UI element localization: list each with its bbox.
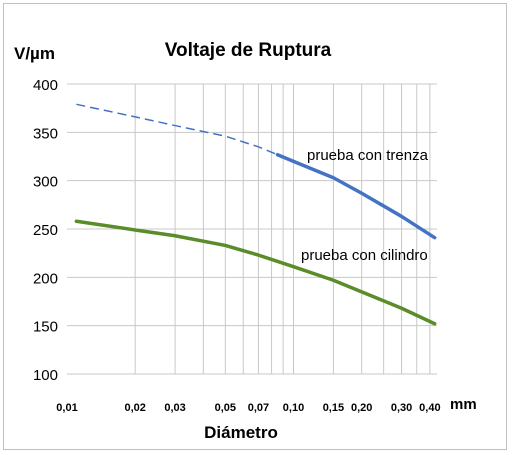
x-axis-unit: mm xyxy=(450,396,477,413)
x-tick-label: 0,05 xyxy=(215,402,236,414)
series-line-1 xyxy=(74,219,437,326)
x-tick-label: 0,40 xyxy=(419,402,440,414)
chart-title: Voltaje de Ruptura xyxy=(165,40,332,61)
series-label-trenza: prueba con trenza xyxy=(307,147,429,164)
y-tick-label: 150 xyxy=(33,319,58,336)
labels-group: 100 150 200 250 300 350 400 0,01 0,02 0,03 0,05 0,0… xyxy=(33,77,441,414)
series-line-solid-0 xyxy=(275,152,437,240)
y-tick-label: 200 xyxy=(33,270,58,287)
series-group xyxy=(74,103,437,326)
chart-frame xyxy=(3,3,507,450)
x-tick-label: 0,20 xyxy=(351,402,372,414)
x-tick-label: 0,02 xyxy=(124,402,145,414)
grid-lines xyxy=(67,83,437,375)
x-tick-label: 0,30 xyxy=(391,402,412,414)
x-tick-label: 0,03 xyxy=(164,402,185,414)
x-tick-label: 0,07 xyxy=(248,402,269,414)
x-tick-label: 0,10 xyxy=(283,402,304,414)
y-tick-label: 350 xyxy=(33,125,58,142)
y-axis-title: V/µm xyxy=(14,44,55,63)
x-axis-title: Diámetro xyxy=(204,423,278,442)
x-tick-label: 0,15 xyxy=(323,402,344,414)
series-line-dashed-0 xyxy=(76,103,278,156)
y-tick-label: 400 xyxy=(33,77,58,94)
series-label-cilindro: prueba con cilindro xyxy=(301,247,428,264)
x-tick-label: 0,01 xyxy=(56,402,77,414)
y-tick-label: 100 xyxy=(33,367,58,384)
y-tick-label: 300 xyxy=(33,174,58,191)
y-tick-label: 250 xyxy=(33,222,58,239)
